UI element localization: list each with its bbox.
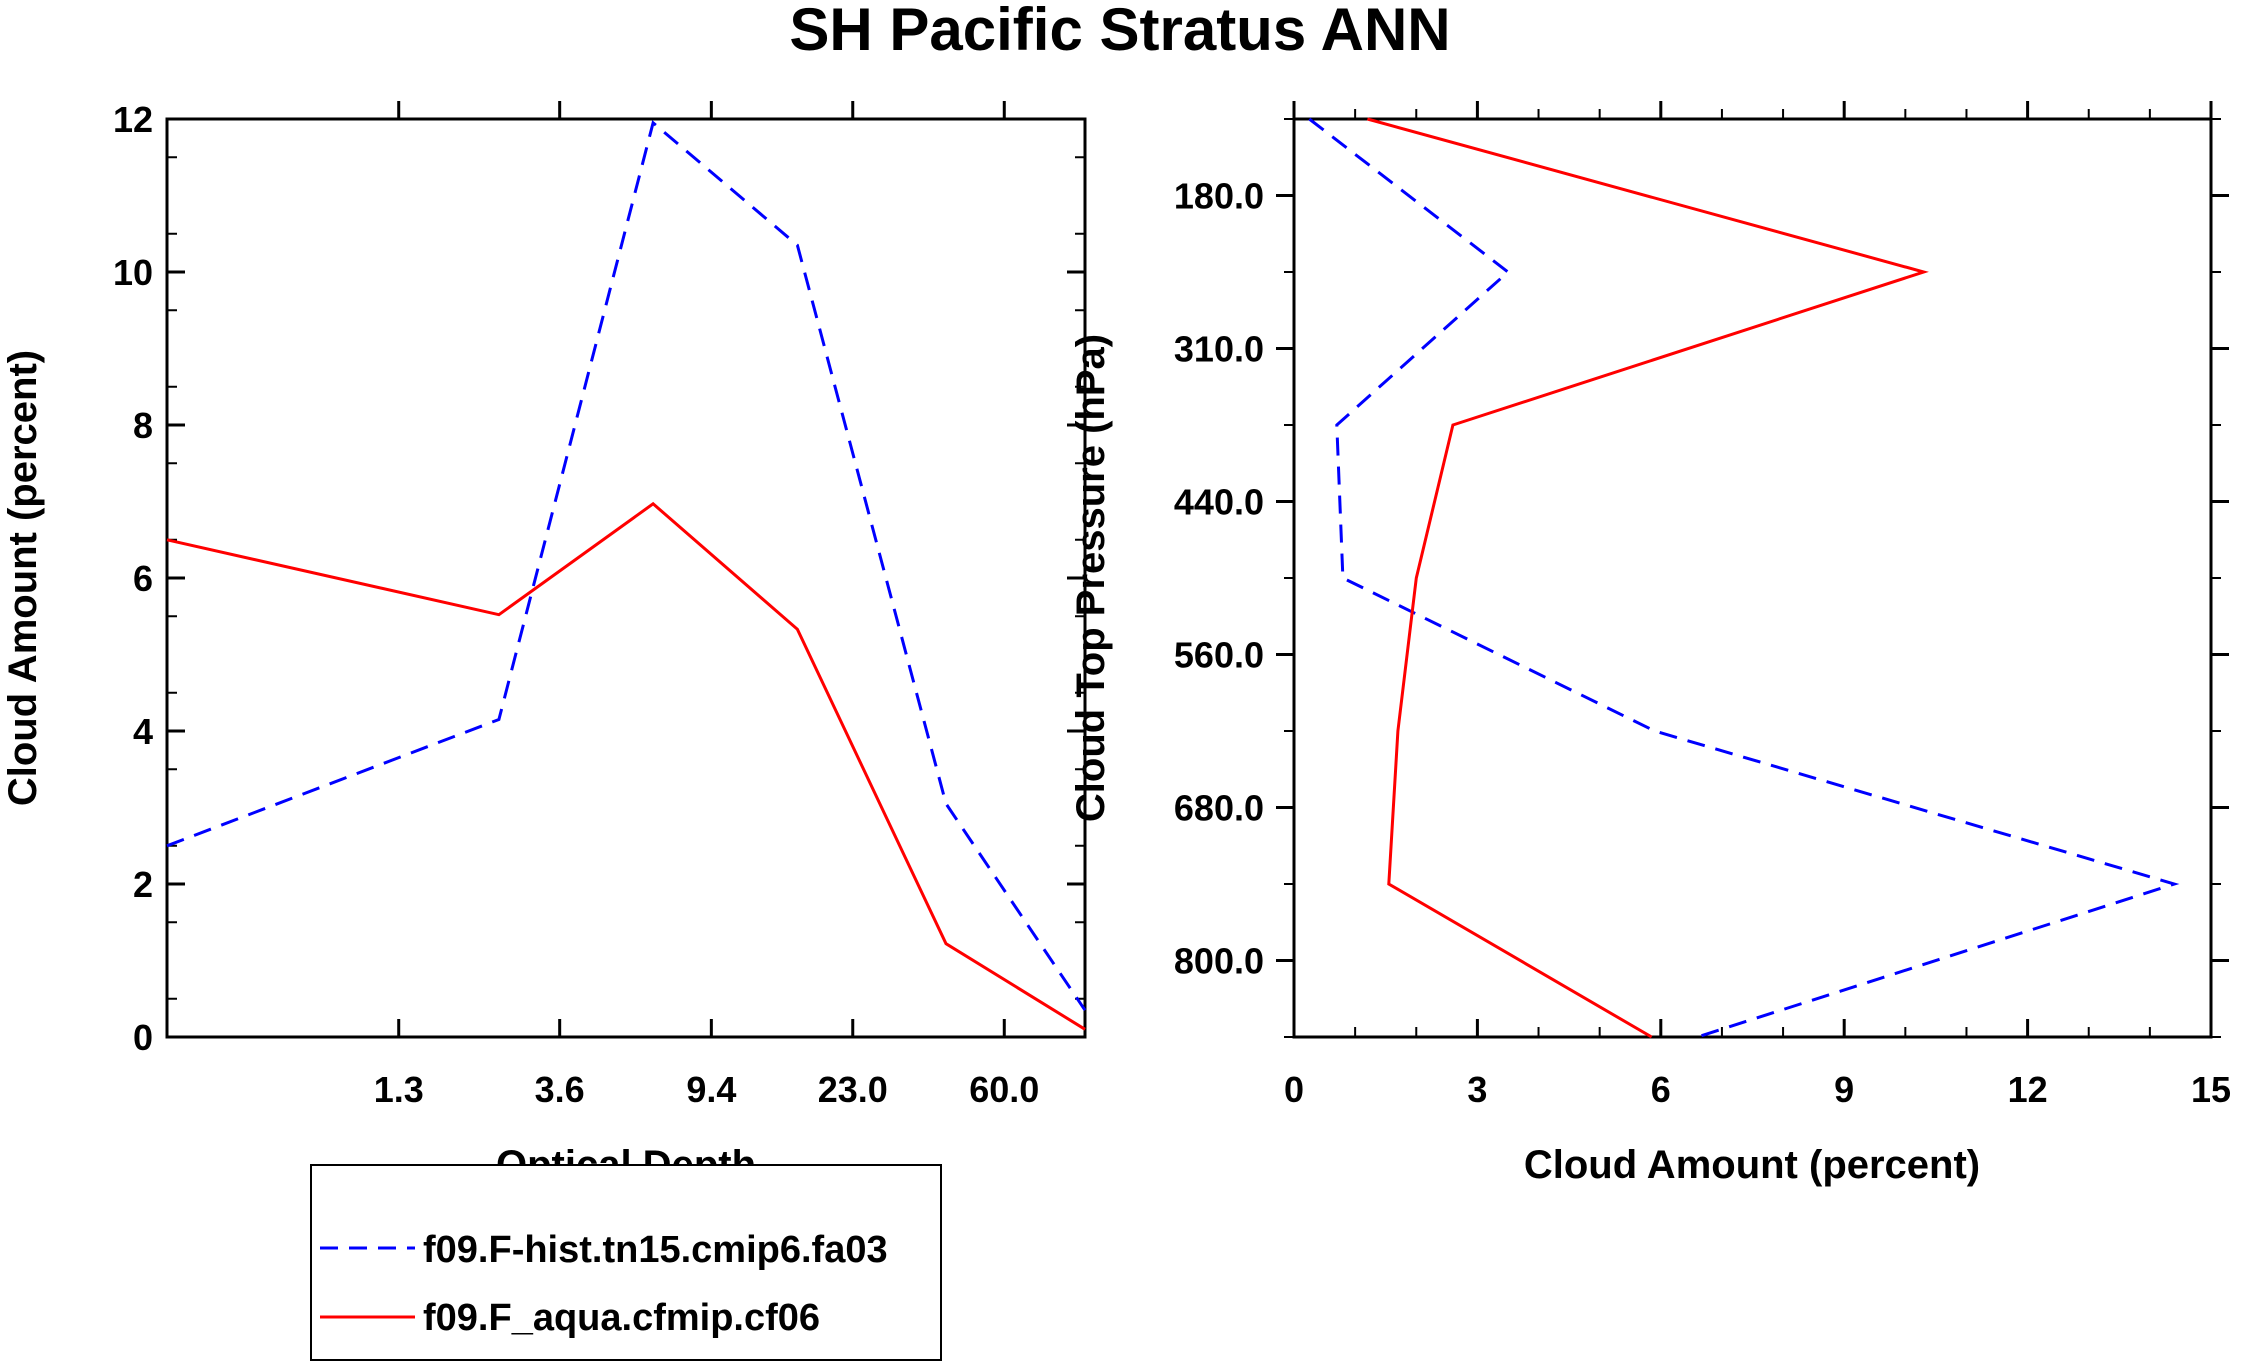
- right-series-line-2: [1367, 117, 1929, 1039]
- right-x-axis-label: Cloud Amount (percent): [1524, 1143, 1980, 1187]
- left-xtick-label: 1.3: [374, 1069, 424, 1110]
- right-y-axis-label: Cloud Top Pressure (hPa): [1069, 334, 1113, 822]
- right-ticks: 0 3 6 9 12 15 180.0 310.0 440.0 560.0 680.0 800.0: [1174, 101, 2231, 1110]
- right-panel: 0 3 6 9 12 15 180.0 310.0 440.0 560.0 680.0 800.0 C…: [1069, 101, 2231, 1187]
- left-xtick-label: 3.6: [535, 1069, 585, 1110]
- left-ytick-label: 6: [133, 558, 153, 599]
- left-series-line-2: [166, 501, 1086, 1031]
- right-xtick-label: 9: [1834, 1069, 1854, 1110]
- left-ticks: 0 2 4 6 8 10 12 1.3 3.6 9.4 23.0 60.0: [113, 99, 1085, 1110]
- right-ytick-label: 560.0: [1174, 635, 1264, 676]
- left-series-line-1: [166, 120, 1087, 1012]
- left-ytick-label: 4: [133, 711, 153, 752]
- legend-box: [310, 1164, 942, 1361]
- right-ytick-label: 680.0: [1174, 788, 1264, 829]
- left-ytick-label: 8: [133, 405, 153, 446]
- right-series-line-1: [1308, 117, 2180, 1039]
- left-ytick-label: 2: [133, 864, 153, 905]
- left-ytick-label: 10: [113, 252, 153, 293]
- chart-title: SH Pacific Stratus ANN: [789, 0, 1450, 63]
- left-plot-frame: [165, 117, 1087, 1039]
- left-xtick-label: 23.0: [818, 1069, 888, 1110]
- left-ytick-label: 0: [133, 1017, 153, 1058]
- legend: f09.F-hist.tn15.cmip6.fa03 f09.F_aqua.cf…: [310, 1164, 942, 1361]
- left-xtick-label: 9.4: [686, 1069, 736, 1110]
- right-xtick-label: 15: [2191, 1069, 2231, 1110]
- legend-label-series-1: f09.F-hist.tn15.cmip6.fa03: [423, 1229, 888, 1271]
- left-xtick-label: 60.0: [969, 1069, 1039, 1110]
- left-y-axis-label: Cloud Amount (percent): [1, 350, 45, 806]
- right-ytick-label: 440.0: [1174, 482, 1264, 523]
- right-series: [1308, 117, 2180, 1039]
- left-ytick-label: 12: [113, 99, 153, 140]
- right-plot-frame: [1292, 117, 2213, 1039]
- right-ytick-label: 800.0: [1174, 941, 1264, 982]
- right-xtick-label: 6: [1651, 1069, 1671, 1110]
- legend-label-series-2: f09.F_aqua.cfmip.cf06: [423, 1297, 820, 1339]
- right-ytick-label: 180.0: [1174, 176, 1264, 217]
- left-series: [166, 120, 1087, 1031]
- right-ytick-label: 310.0: [1174, 329, 1264, 370]
- right-xtick-label: 12: [2008, 1069, 2048, 1110]
- right-xtick-label: 0: [1284, 1069, 1304, 1110]
- right-xtick-label: 3: [1467, 1069, 1487, 1110]
